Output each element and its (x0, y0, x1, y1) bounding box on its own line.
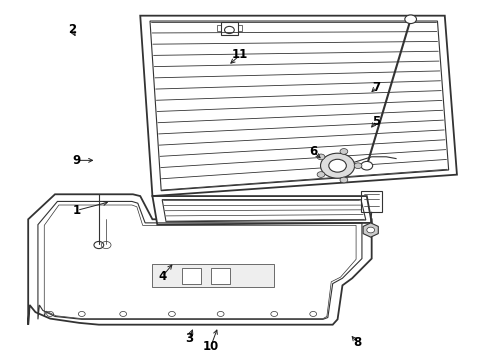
Circle shape (340, 149, 348, 154)
Text: 2: 2 (68, 23, 76, 36)
Circle shape (405, 15, 416, 23)
Circle shape (361, 161, 373, 170)
Polygon shape (152, 196, 372, 225)
Polygon shape (182, 267, 201, 284)
Polygon shape (140, 16, 457, 196)
Text: 3: 3 (185, 333, 193, 346)
Text: 1: 1 (73, 204, 81, 217)
Polygon shape (211, 267, 230, 284)
Circle shape (317, 154, 325, 160)
Circle shape (317, 172, 325, 177)
Text: 8: 8 (353, 336, 361, 349)
Text: 9: 9 (73, 154, 81, 167)
Circle shape (354, 163, 362, 168)
Polygon shape (152, 264, 274, 287)
Circle shape (367, 227, 374, 233)
Polygon shape (28, 194, 372, 325)
Text: 7: 7 (372, 81, 381, 94)
Text: 10: 10 (203, 339, 219, 352)
Circle shape (340, 177, 348, 183)
Polygon shape (363, 223, 378, 237)
Text: 5: 5 (372, 114, 381, 127)
Circle shape (320, 153, 355, 178)
Text: 11: 11 (232, 49, 248, 62)
Text: 4: 4 (158, 270, 166, 283)
Text: 6: 6 (309, 145, 318, 158)
Circle shape (329, 159, 346, 172)
